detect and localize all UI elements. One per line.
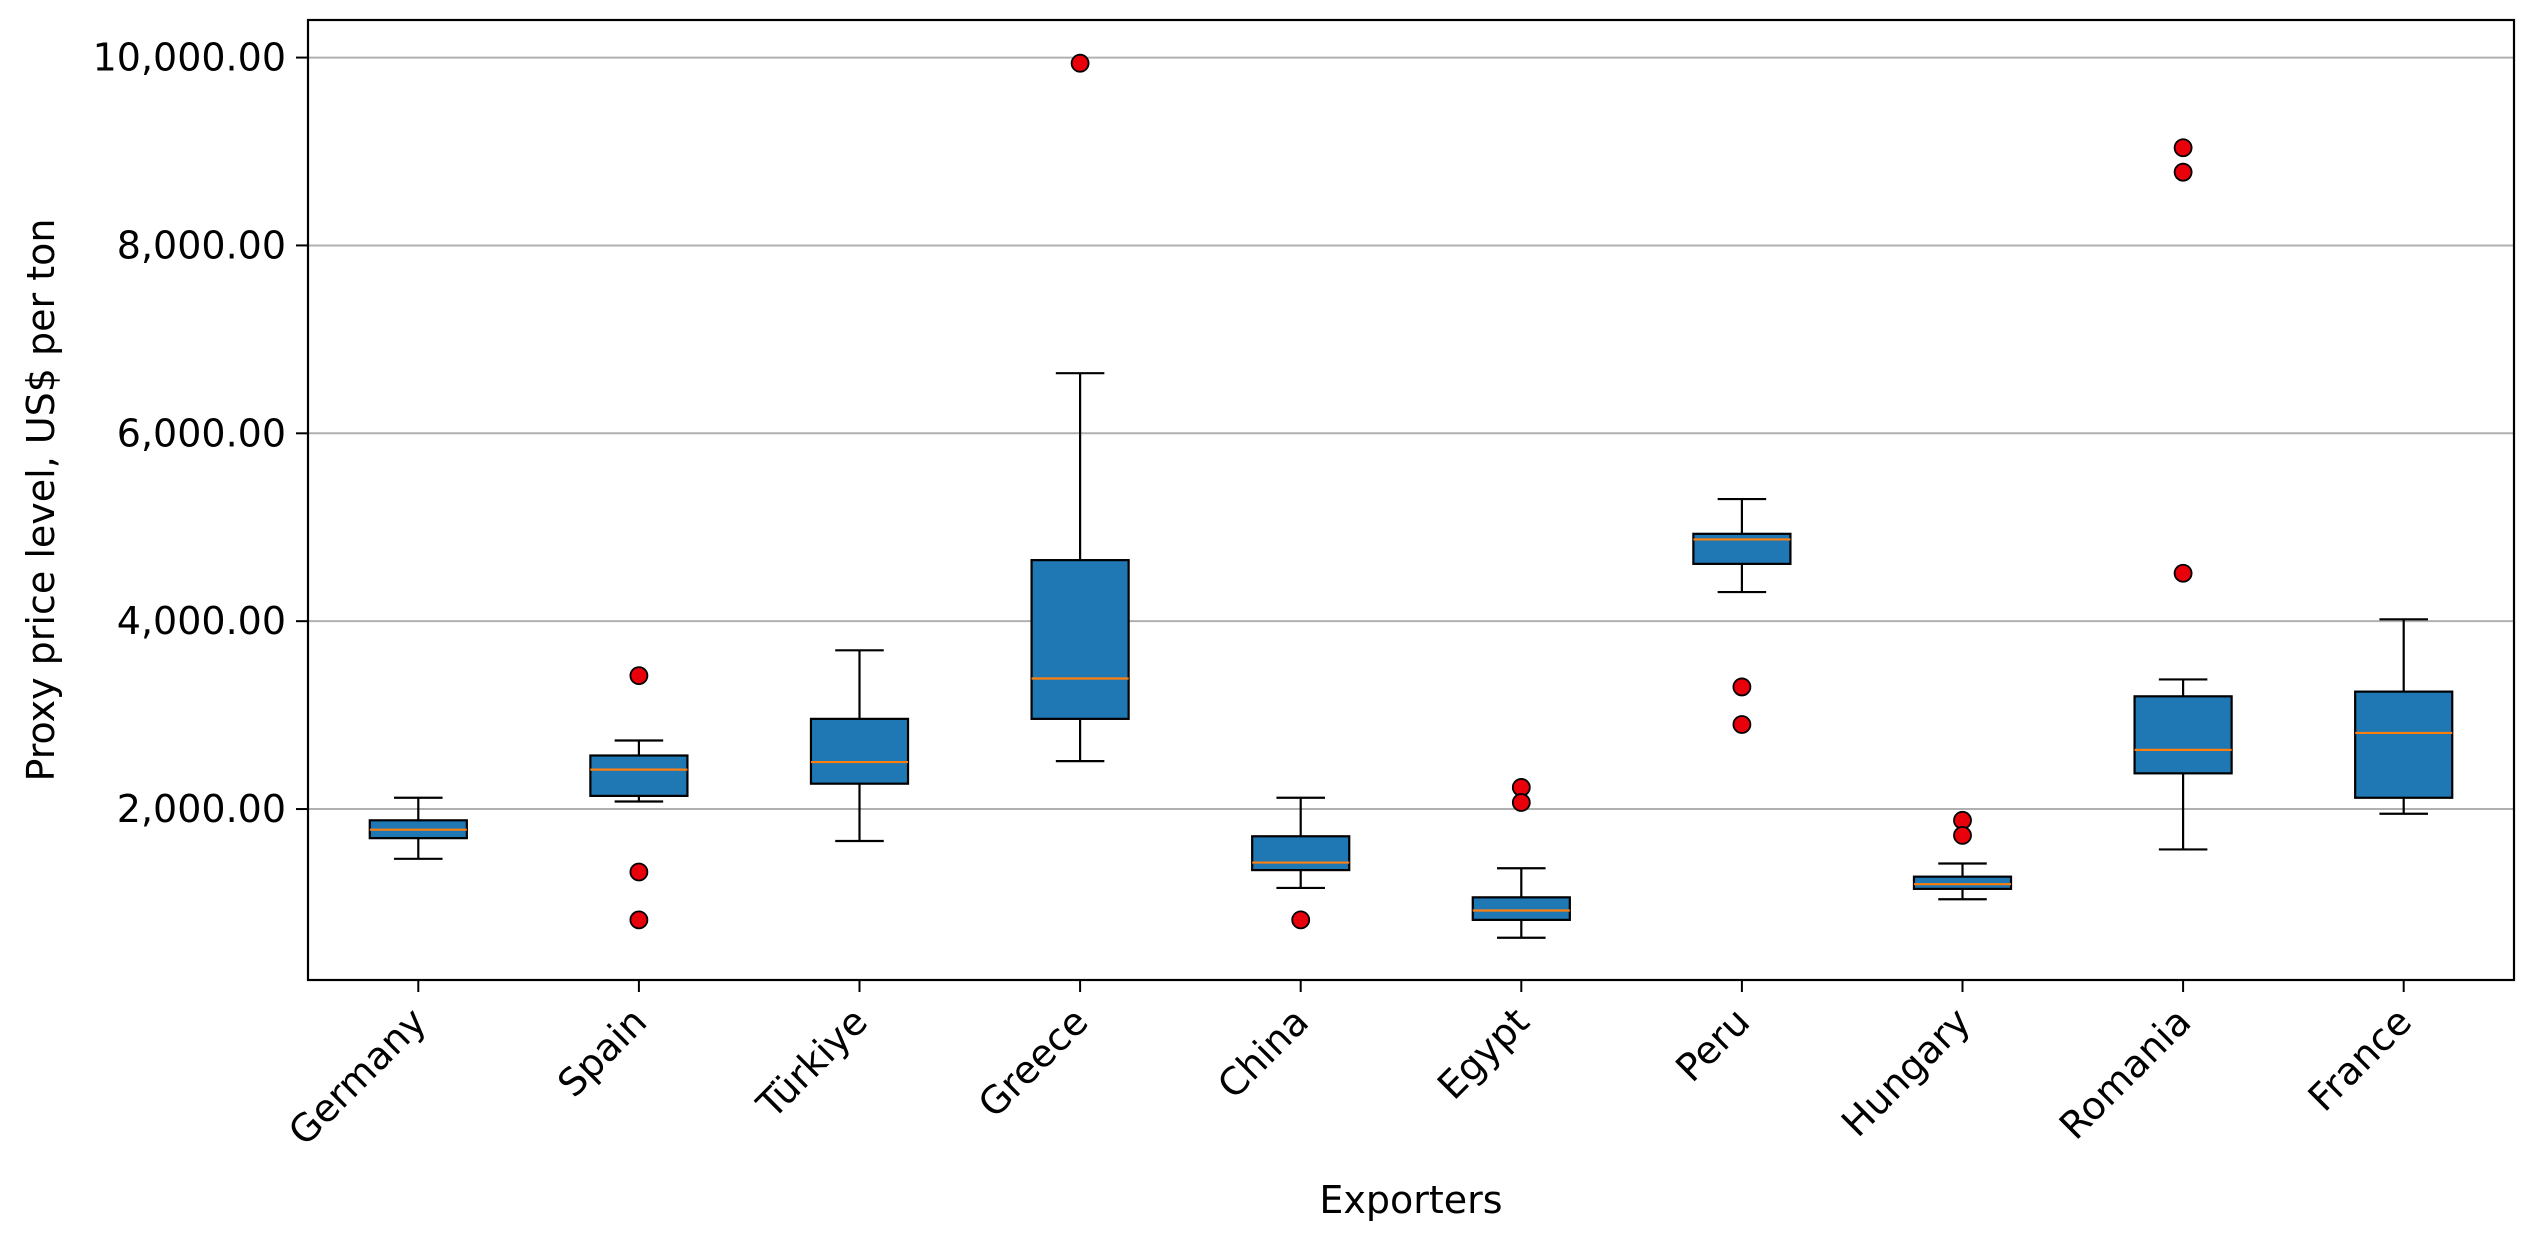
x-tick-label: Greece <box>970 999 1097 1126</box>
x-axis-title: Exporters <box>1319 1178 1502 1222</box>
iqr-box <box>2354 690 2454 799</box>
iqr-box <box>1030 559 1130 720</box>
x-tick-label: Romania <box>2051 999 2200 1148</box>
y-tick-label: 2,000.00 <box>117 787 286 831</box>
box-group-china <box>1251 796 1351 930</box>
box-group-germany <box>368 796 468 860</box>
box-group-greece <box>1030 53 1130 763</box>
box-group-spain <box>589 666 689 930</box>
x-tick-label: Türkiye <box>748 999 876 1127</box>
box-group-france <box>2354 618 2454 815</box>
x-tick-label: France <box>2300 999 2420 1119</box>
box-group-peru <box>1692 497 1792 734</box>
outlier-point <box>629 910 649 930</box>
y-axis-title: Proxy price level, US$ per ton <box>19 219 63 782</box>
outlier-point <box>2173 563 2193 583</box>
axes: 2,000.00 4,000.00 6,000.00 8,000.00 10,000.0… <box>93 36 2420 1154</box>
x-tick-label: Peru <box>1667 999 1758 1090</box>
outlier-point <box>1732 715 1752 734</box>
plot-frame <box>306 18 2516 982</box>
iqr-box <box>589 754 689 797</box>
box-group-egypt <box>1471 778 1571 939</box>
box-group-türkiye <box>809 649 910 843</box>
outlier-point <box>1291 910 1311 930</box>
box-group-romania <box>2133 138 2233 851</box>
iqr-box <box>1912 875 2013 890</box>
outlier-point <box>1732 677 1752 697</box>
y-tick-label: 8,000.00 <box>117 223 286 267</box>
outlier-point <box>1070 53 1090 73</box>
outlier-point <box>629 862 649 882</box>
outlier-point <box>2173 162 2193 182</box>
x-tick-label: China <box>1209 999 1317 1107</box>
outlier-point <box>629 666 649 686</box>
iqr-box <box>1471 896 1571 921</box>
box-group-hungary <box>1912 810 2013 901</box>
iqr-box <box>1692 532 1792 565</box>
x-tick-label: Hungary <box>1833 999 1979 1145</box>
x-tick-label: Egypt <box>1429 999 1538 1108</box>
outlier-point <box>1953 825 1972 845</box>
iqr-box <box>809 717 910 785</box>
y-tick-label: 6,000.00 <box>117 411 286 455</box>
outlier-point <box>2173 138 2193 158</box>
x-tick-label: Germany <box>280 999 435 1154</box>
y-tick-label: 10,000.00 <box>93 36 286 80</box>
iqr-box <box>1251 835 1351 872</box>
iqr-box <box>2133 695 2233 775</box>
outlier-point <box>1511 793 1531 812</box>
gridlines <box>308 56 2514 811</box>
plot-marks <box>368 53 2454 939</box>
x-tick-label: Spain <box>549 999 655 1105</box>
y-tick-label: 4,000.00 <box>117 599 286 643</box>
